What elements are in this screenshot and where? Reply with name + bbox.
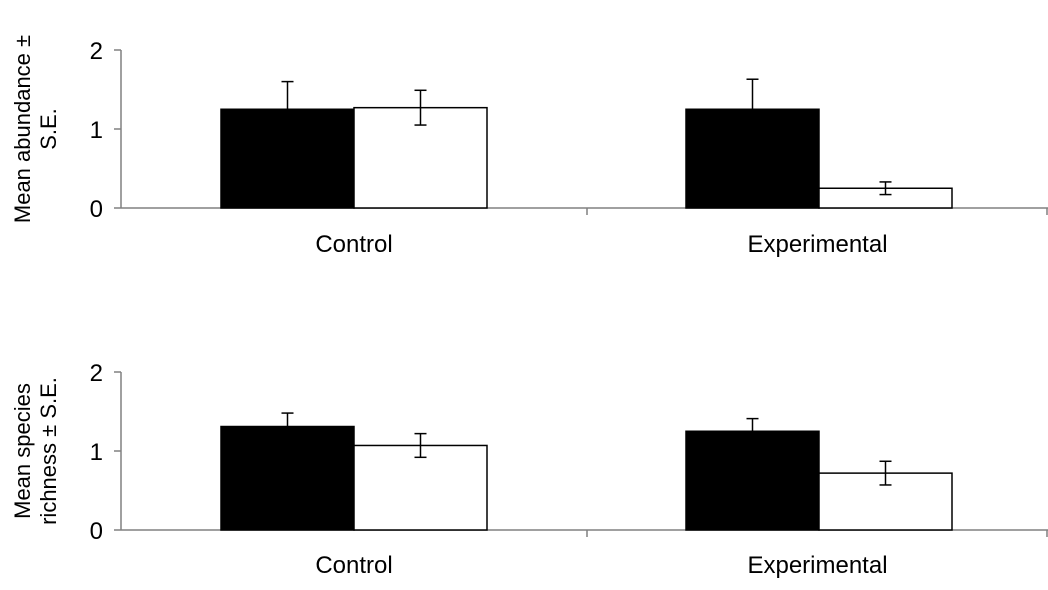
y-tick-label: 1 xyxy=(90,117,103,144)
error-bar-control-2 xyxy=(414,432,427,459)
y-tick-label: 0 xyxy=(90,518,103,545)
category-label-control: Control xyxy=(315,231,392,258)
y-tick-label: 2 xyxy=(90,360,103,387)
error-bar-experimental-1 xyxy=(746,78,759,110)
category-label-experimental: Experimental xyxy=(747,231,887,258)
y-tick-label: 1 xyxy=(90,439,103,466)
y-axis-label: Mean abundance ±S.E. xyxy=(10,35,61,223)
bar-experimental-1 xyxy=(685,108,820,209)
chart-panel-1: 0 1 2 Control Experimental Mean abundance ±S.… xyxy=(10,35,1048,258)
category-label-control: Control xyxy=(315,552,392,579)
error-bar-experimental-2 xyxy=(879,460,892,486)
error-bar-control-2 xyxy=(414,89,427,126)
category-label-experimental: Experimental xyxy=(747,552,887,579)
chart-panel-2: 0 1 2 Control Experimental Mean speciesrichne… xyxy=(10,360,1048,579)
error-bar-control-1 xyxy=(281,412,294,427)
error-bar-experimental-2 xyxy=(879,181,892,196)
error-bar-experimental-1 xyxy=(746,417,759,432)
error-bar-control-1 xyxy=(281,80,294,110)
y-tick-label: 0 xyxy=(90,196,103,223)
bar-control-1 xyxy=(220,108,355,209)
bar-experimental-1 xyxy=(685,430,820,531)
bar-control-2 xyxy=(353,444,488,531)
y-axis-label: Mean speciesrichness ± S.E. xyxy=(10,377,61,525)
y-tick-label: 2 xyxy=(90,38,103,65)
bar-control-1 xyxy=(220,425,355,531)
